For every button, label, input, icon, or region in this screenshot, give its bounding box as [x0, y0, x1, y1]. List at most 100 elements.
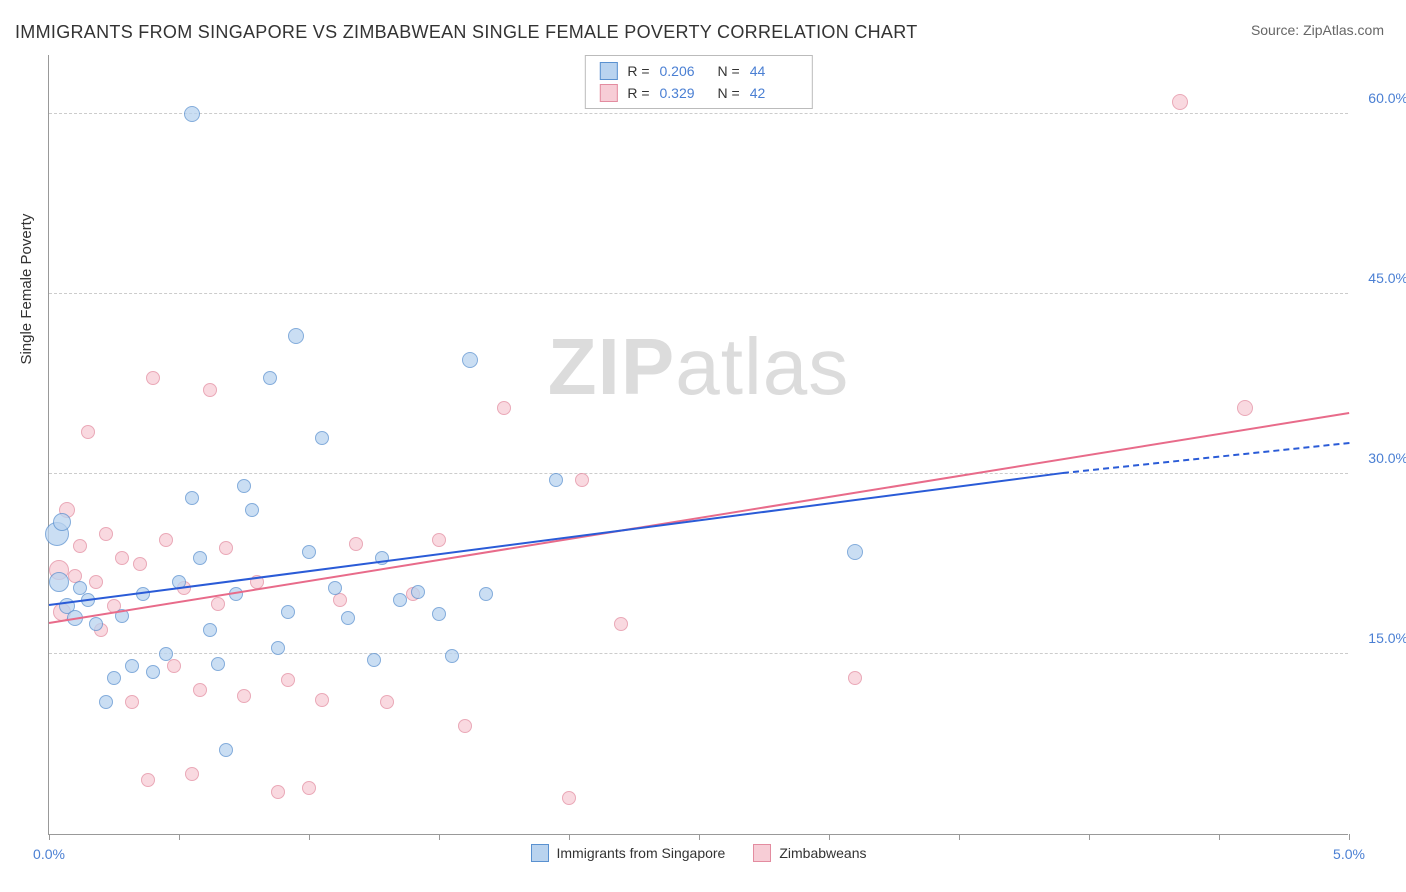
xtick: [959, 834, 960, 840]
scatter-point-singapore: [185, 491, 199, 505]
scatter-point-singapore: [184, 106, 200, 122]
scatter-point-zimbabwe: [380, 695, 394, 709]
scatter-point-zimbabwe: [167, 659, 181, 673]
r-label: R =: [627, 63, 649, 79]
xtick: [309, 834, 310, 840]
legend-label-singapore: Immigrants from Singapore: [557, 845, 726, 861]
scatter-point-singapore: [203, 623, 217, 637]
scatter-point-singapore: [341, 611, 355, 625]
watermark-zip: ZIP: [548, 322, 675, 411]
plot-area: ZIPatlas R = 0.206 N = 44 R = 0.329 N = …: [48, 55, 1348, 835]
scatter-point-singapore: [328, 581, 342, 595]
scatter-point-zimbabwe: [211, 597, 225, 611]
scatter-point-singapore: [245, 503, 259, 517]
scatter-point-zimbabwe: [349, 537, 363, 551]
source-label: Source: ZipAtlas.com: [1251, 22, 1384, 38]
n-value-zimbabwe: 42: [750, 85, 798, 101]
swatch-zimbabwe: [753, 844, 771, 862]
n-value-singapore: 44: [750, 63, 798, 79]
scatter-point-zimbabwe: [193, 683, 207, 697]
scatter-point-singapore: [462, 352, 478, 368]
legend-item-zimbabwe: Zimbabweans: [753, 844, 866, 862]
scatter-point-singapore: [302, 545, 316, 559]
gridline: [49, 653, 1348, 654]
scatter-point-zimbabwe: [614, 617, 628, 631]
ytick-label: 45.0%: [1368, 270, 1406, 286]
scatter-point-singapore: [219, 743, 233, 757]
scatter-point-zimbabwe: [458, 719, 472, 733]
legend-item-singapore: Immigrants from Singapore: [531, 844, 726, 862]
scatter-point-zimbabwe: [203, 383, 217, 397]
gridline: [49, 473, 1348, 474]
scatter-point-zimbabwe: [89, 575, 103, 589]
scatter-point-zimbabwe: [497, 401, 511, 415]
scatter-point-singapore: [107, 671, 121, 685]
scatter-point-singapore: [315, 431, 329, 445]
scatter-point-zimbabwe: [159, 533, 173, 547]
trendline-zimbabwe: [49, 412, 1349, 624]
scatter-point-zimbabwe: [141, 773, 155, 787]
scatter-point-zimbabwe: [575, 473, 589, 487]
scatter-point-zimbabwe: [1237, 400, 1253, 416]
scatter-point-zimbabwe: [237, 689, 251, 703]
scatter-point-zimbabwe: [125, 695, 139, 709]
scatter-point-singapore: [89, 617, 103, 631]
legend-label-zimbabwe: Zimbabweans: [779, 845, 866, 861]
scatter-point-zimbabwe: [281, 673, 295, 687]
r-label: R =: [627, 85, 649, 101]
chart-title: IMMIGRANTS FROM SINGAPORE VS ZIMBABWEAN …: [15, 22, 918, 43]
scatter-point-singapore: [49, 572, 69, 592]
scatter-point-singapore: [159, 647, 173, 661]
scatter-point-zimbabwe: [219, 541, 233, 555]
xtick: [1219, 834, 1220, 840]
scatter-point-zimbabwe: [99, 527, 113, 541]
ytick-label: 15.0%: [1368, 630, 1406, 646]
scatter-point-zimbabwe: [1172, 94, 1188, 110]
scatter-point-singapore: [281, 605, 295, 619]
scatter-point-zimbabwe: [185, 767, 199, 781]
watermark-atlas: atlas: [675, 322, 849, 411]
scatter-point-zimbabwe: [73, 539, 87, 553]
scatter-point-singapore: [271, 641, 285, 655]
scatter-point-singapore: [367, 653, 381, 667]
scatter-point-singapore: [393, 593, 407, 607]
scatter-point-zimbabwe: [315, 693, 329, 707]
scatter-point-singapore: [211, 657, 225, 671]
xtick: [569, 834, 570, 840]
scatter-point-zimbabwe: [302, 781, 316, 795]
r-value-zimbabwe: 0.329: [660, 85, 708, 101]
trendline-singapore-ext: [1063, 442, 1349, 474]
xtick-label: 5.0%: [1333, 846, 1365, 862]
series-legend: Immigrants from Singapore Zimbabweans: [531, 844, 867, 862]
gridline: [49, 293, 1348, 294]
n-label: N =: [718, 63, 740, 79]
scatter-point-zimbabwe: [271, 785, 285, 799]
trendline-singapore: [49, 472, 1063, 606]
scatter-point-zimbabwe: [81, 425, 95, 439]
n-label: N =: [718, 85, 740, 101]
legend-row-singapore: R = 0.206 N = 44: [599, 60, 797, 82]
scatter-point-zimbabwe: [562, 791, 576, 805]
xtick: [179, 834, 180, 840]
ytick-label: 60.0%: [1368, 90, 1406, 106]
scatter-point-singapore: [237, 479, 251, 493]
xtick: [1349, 834, 1350, 840]
scatter-point-singapore: [99, 695, 113, 709]
xtick: [699, 834, 700, 840]
r-value-singapore: 0.206: [660, 63, 708, 79]
scatter-point-singapore: [263, 371, 277, 385]
xtick: [829, 834, 830, 840]
xtick: [1089, 834, 1090, 840]
gridline: [49, 113, 1348, 114]
scatter-point-singapore: [847, 544, 863, 560]
scatter-point-singapore: [288, 328, 304, 344]
scatter-point-zimbabwe: [333, 593, 347, 607]
xtick: [439, 834, 440, 840]
swatch-singapore: [599, 62, 617, 80]
scatter-point-singapore: [193, 551, 207, 565]
scatter-point-singapore: [445, 649, 459, 663]
scatter-point-singapore: [411, 585, 425, 599]
xtick-label: 0.0%: [33, 846, 65, 862]
scatter-point-zimbabwe: [133, 557, 147, 571]
watermark: ZIPatlas: [548, 321, 849, 413]
